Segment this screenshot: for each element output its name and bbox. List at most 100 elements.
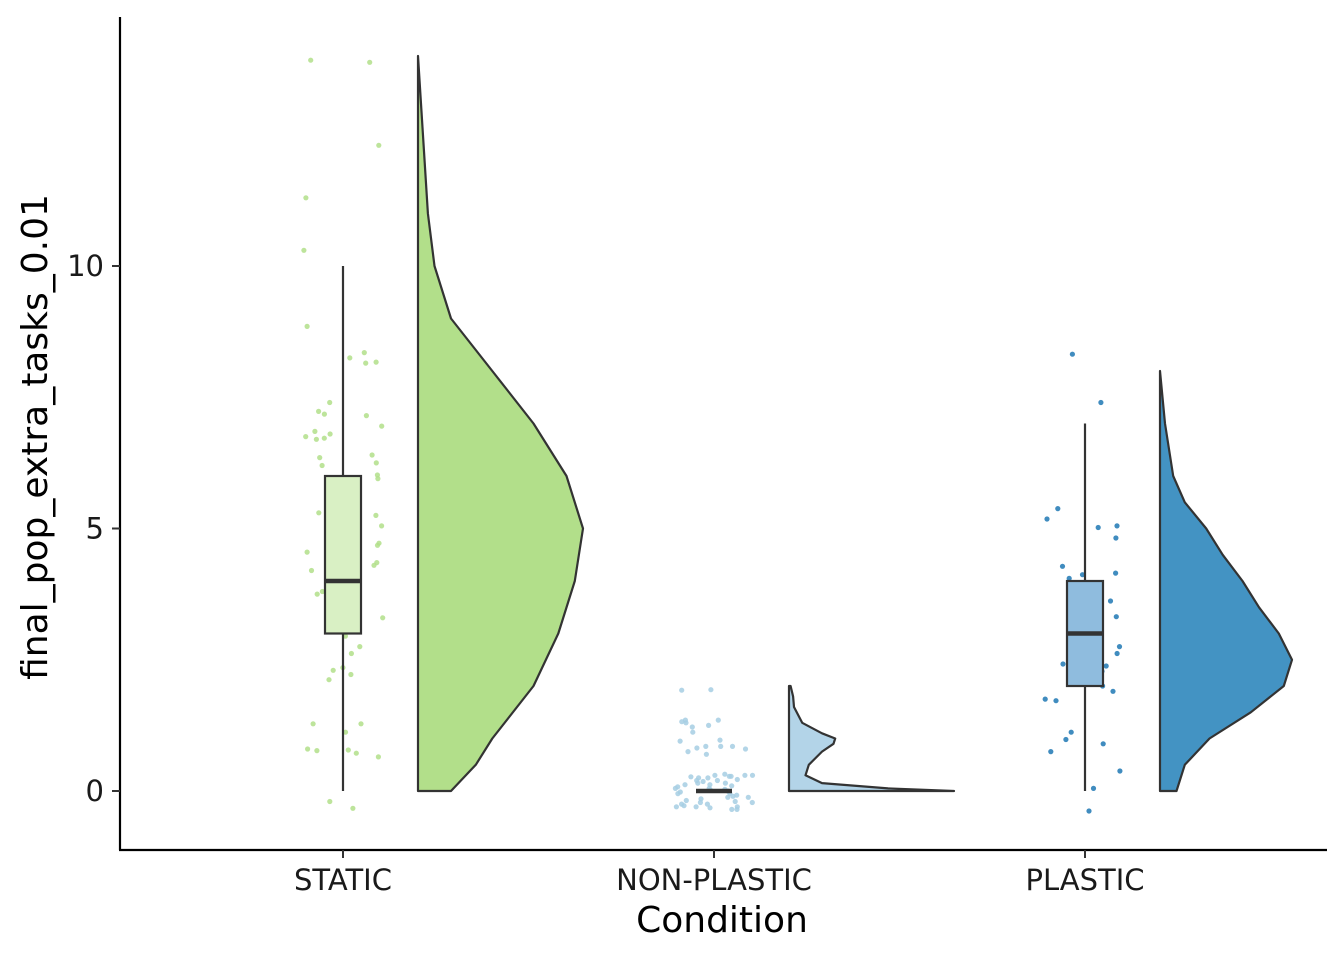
box-static — [323, 474, 363, 635]
data-point-static — [314, 591, 320, 597]
data-point-static — [313, 436, 319, 442]
data-point-static — [303, 434, 309, 440]
data-point-non-plastic — [679, 687, 685, 693]
data-point-non-plastic — [749, 799, 755, 806]
violin-static — [416, 54, 585, 793]
data-point-non-plastic — [703, 751, 710, 757]
half-violins-layer — [416, 54, 1294, 793]
data-point-static — [374, 542, 381, 548]
data-point-plastic — [1042, 696, 1048, 702]
data-point-non-plastic — [688, 774, 694, 780]
data-point-plastic — [1055, 506, 1061, 512]
data-point-non-plastic — [707, 805, 713, 811]
data-point-plastic — [1079, 572, 1086, 578]
data-point-non-plastic — [703, 743, 709, 750]
data-point-static — [375, 754, 381, 760]
x-ticks-layer: STATIC NON-PLASTIC PLASTIC — [294, 850, 1145, 897]
data-point-static — [380, 615, 386, 621]
data-point-non-plastic — [715, 717, 721, 723]
data-point-static — [373, 512, 379, 519]
data-point-static — [319, 462, 325, 469]
data-point-non-plastic — [742, 746, 749, 752]
data-point-plastic — [1068, 729, 1074, 735]
data-point-plastic — [1110, 688, 1116, 694]
data-point-non-plastic — [745, 794, 751, 800]
data-point-static — [326, 677, 332, 683]
data-point-non-plastic — [722, 771, 728, 777]
data-point-static — [373, 359, 379, 365]
data-point-non-plastic — [672, 785, 679, 792]
y-axis-title: final_pop_extra_tasks_0.01 — [15, 194, 56, 680]
data-point-non-plastic — [726, 773, 732, 779]
data-point-static — [327, 431, 333, 437]
data-point-static — [308, 567, 315, 574]
data-point-non-plastic — [683, 797, 689, 804]
data-point-static — [304, 323, 310, 329]
data-point-plastic — [1116, 644, 1123, 650]
data-point-plastic — [1114, 523, 1120, 529]
data-point-non-plastic — [722, 780, 729, 786]
data-point-static — [330, 667, 336, 673]
data-point-static — [367, 59, 373, 65]
data-point-static — [317, 455, 323, 461]
data-point-plastic — [1053, 698, 1059, 704]
data-point-plastic — [1107, 598, 1114, 604]
data-point-plastic — [1100, 741, 1106, 747]
data-point-static — [316, 510, 322, 516]
data-point-plastic — [1086, 808, 1092, 814]
data-point-static — [303, 195, 309, 201]
data-point-plastic — [1069, 351, 1075, 357]
data-point-static — [357, 644, 363, 650]
data-point-plastic — [1060, 661, 1066, 667]
data-point-non-plastic — [700, 778, 706, 785]
data-point-non-plastic — [706, 722, 712, 729]
data-point-non-plastic — [679, 719, 685, 725]
violin-plastic — [1158, 369, 1294, 793]
data-point-non-plastic — [732, 798, 738, 805]
data-point-static — [379, 423, 385, 429]
data-point-non-plastic — [690, 729, 696, 735]
y-tick-label: 10 — [67, 249, 104, 283]
data-point-non-plastic — [682, 782, 688, 788]
data-point-non-plastic — [734, 776, 740, 783]
data-point-static — [371, 562, 377, 568]
y-tick-label: 0 — [86, 774, 104, 808]
data-point-static — [363, 413, 369, 419]
data-point-non-plastic — [675, 791, 681, 797]
data-point-static — [312, 428, 318, 434]
data-point-static — [301, 247, 307, 253]
data-point-non-plastic — [704, 801, 711, 807]
boxplots-layer — [323, 266, 1105, 794]
data-point-non-plastic — [730, 793, 736, 799]
data-point-static — [361, 350, 367, 356]
data-point-plastic — [1063, 736, 1069, 743]
data-point-static — [350, 805, 356, 811]
x-tick-label: PLASTIC — [1025, 863, 1144, 897]
data-point-static — [376, 142, 382, 148]
data-point-plastic — [1103, 663, 1109, 669]
jitter-points-layer — [301, 57, 1123, 814]
data-point-non-plastic — [683, 720, 689, 726]
data-point-plastic — [1090, 785, 1097, 792]
data-point-plastic — [1117, 768, 1123, 774]
data-point-static — [319, 588, 325, 595]
data-point-static — [353, 750, 359, 756]
data-point-static — [310, 721, 316, 727]
data-point-static — [363, 360, 369, 366]
data-point-non-plastic — [677, 738, 683, 744]
data-point-plastic — [1044, 516, 1050, 522]
data-point-non-plastic — [729, 783, 735, 789]
x-tick-label: NON-PLASTIC — [616, 863, 812, 897]
data-point-non-plastic — [673, 804, 680, 810]
data-point-plastic — [1095, 524, 1101, 531]
data-point-non-plastic — [742, 772, 748, 778]
data-point-plastic — [1066, 575, 1072, 582]
data-point-static — [369, 452, 375, 458]
data-point-plastic — [1048, 749, 1054, 755]
data-point-plastic — [1113, 535, 1119, 541]
data-point-plastic — [1059, 563, 1066, 569]
data-point-static — [347, 355, 353, 361]
data-point-non-plastic — [708, 687, 714, 693]
data-point-plastic — [1113, 570, 1119, 576]
